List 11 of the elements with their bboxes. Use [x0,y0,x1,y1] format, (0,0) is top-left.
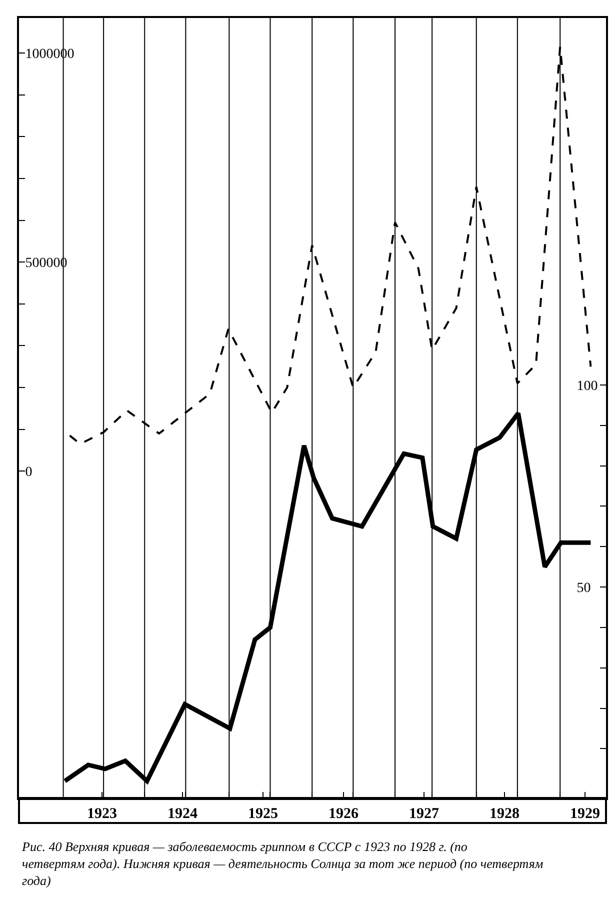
text: Рис. 40 Верхняя кривая — заболеваемость гриппом в СССР с 1923 по 1928 г. (по четвертям года). Нижняя кривая — деятельность Солнца за тот же период (по четвертям года) [21,839,544,888]
x-tick-label: 1927 [409,806,440,822]
x-tick-label: 1926 [328,806,359,822]
y-tick-label: 0 [25,465,32,480]
x-tick-label: 1929 [570,806,600,822]
x-tick-label: 1924 [167,806,198,822]
y2-tick-label: 50 [576,580,591,596]
x-tick-label: 1928 [490,806,520,822]
x-tick-label: 1925 [248,806,278,822]
x-tick-label: 1923 [86,806,117,822]
y2-tick-label: 100 [576,378,598,394]
